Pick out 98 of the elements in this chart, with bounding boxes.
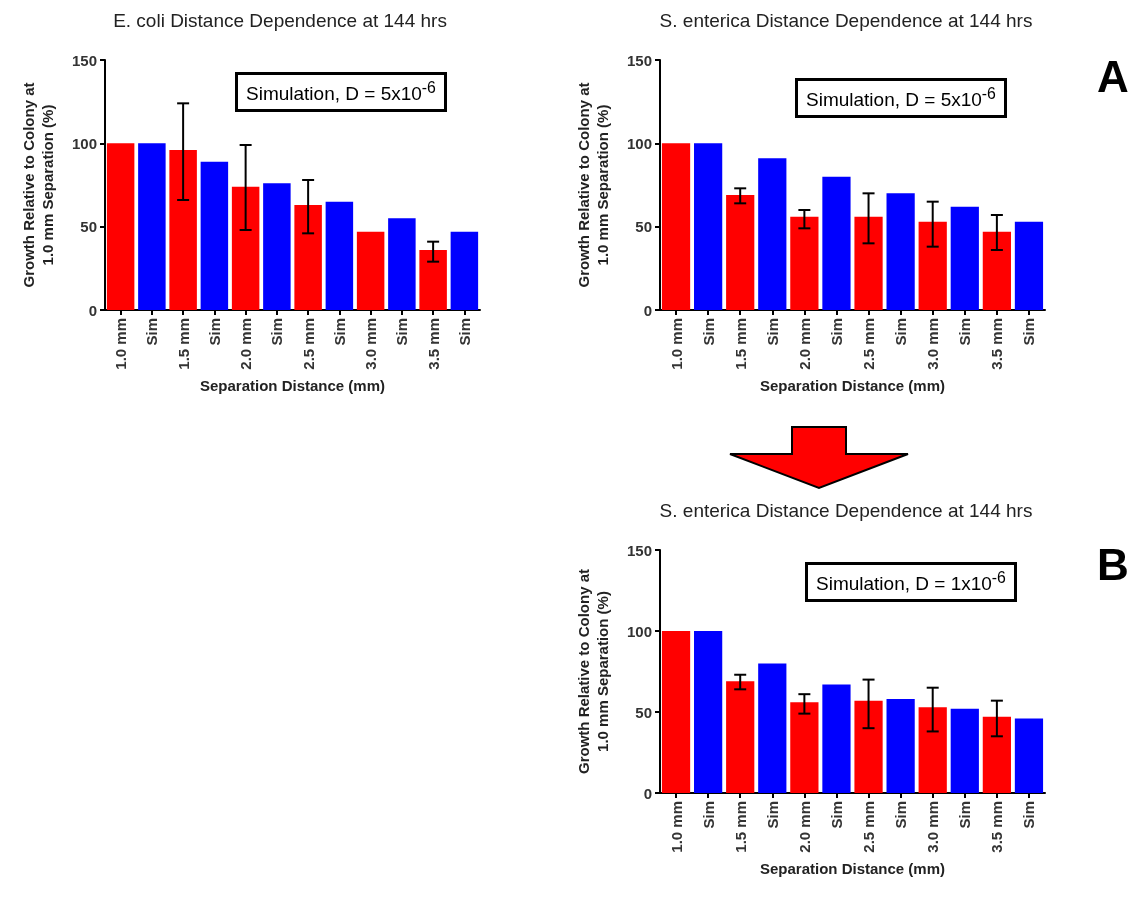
bar [294,205,322,310]
x-tick-label: 3.0 mm [924,801,942,853]
x-tick-label: Sim [1020,801,1038,829]
bar [263,183,291,310]
x-tick-label: 1.0 mm [667,801,685,853]
bar [854,216,883,310]
bar [694,631,723,793]
bar [726,195,755,310]
x-tick-label: 1.0 mm [667,318,685,370]
x-tick-label: 2.0 mm [795,318,813,370]
text: A [1097,52,1129,102]
x-tick-label: 3.5 mm [424,318,442,370]
bar [661,631,691,793]
x-tick-label: Sim [393,318,411,346]
x-tick-label: Sim [763,801,781,829]
x-tick-label: Sim [1020,318,1038,346]
x-tick-label: 3.0 mm [924,318,942,370]
bar [822,684,851,793]
annotation: Simulation, D = 1x10$^{-6}$ [805,562,1017,603]
bar [388,218,416,310]
annotation: Simulation, D = 5x10$^{-6}$ [235,72,447,113]
y-tick-label: 100 [626,622,652,640]
bar [758,158,787,310]
x-axis-title: Separation Distance (mm) [199,376,386,394]
x-tick-label: 1.0 mm [112,318,130,370]
bar [106,143,135,310]
bar [950,206,979,310]
x-tick-label: Sim [699,801,717,829]
x-tick-label: Sim [330,318,348,346]
y-tick-label: 0 [643,784,652,802]
x-tick-label: Sim [956,801,974,829]
x-tick-label: 3.0 mm [362,318,380,370]
y-tick-label: 0 [643,301,652,319]
annotation: Simulation, D = 5x10$^{-6}$ [795,78,1007,119]
bar [450,231,479,310]
bar [1014,221,1044,310]
x-tick-label: Sim [699,318,717,346]
y-tick-label: 150 [626,541,652,559]
bar [918,707,947,793]
x-tick-label: Sim [205,318,223,346]
y-tick-label: 50 [635,703,652,721]
bar [886,193,915,310]
x-tick-label: Sim [892,801,910,829]
y-axis-title: Growth Relative to Colony at 1.0 mm Separation (%) [20,82,56,288]
bar [169,150,197,310]
bar [758,663,787,793]
x-tick-label: 1.5 mm [731,801,749,853]
y-axis-title: Growth Relative to Colony at 1.0 mm Separation (%) [575,82,611,288]
chart-title: S. enterica Distance Dependence at 144 hrs [659,10,1033,31]
chart-title: S. enterica Distance Dependence at 144 hrs [659,500,1033,521]
x-axis-title: Separation Distance (mm) [759,859,946,877]
bar [694,143,723,310]
x-tick-label: 2.5 mm [860,318,878,370]
bar [854,700,883,793]
x-tick-label: 2.5 mm [860,801,878,853]
y-tick-label: 100 [71,134,97,152]
bar [200,161,229,310]
y-tick-label: 50 [80,218,97,236]
x-tick-label: Sim [827,318,845,346]
text: B [1097,540,1129,590]
x-tick-label: Sim [827,801,845,829]
x-tick-label: 2.0 mm [237,318,255,370]
bar [982,716,1011,793]
bar [356,231,385,310]
x-tick-label: 2.0 mm [795,801,813,853]
x-tick-label: 1.5 mm [174,318,192,370]
bar [790,216,819,310]
x-tick-label: Sim [268,318,286,346]
bar [325,201,354,310]
chart-title: E. coli Distance Dependence at 144 hrs [113,10,447,31]
x-tick-label: Sim [956,318,974,346]
bar [790,702,819,793]
x-tick-label: 2.5 mm [299,318,317,370]
bar [1014,718,1044,793]
bar [419,250,447,310]
bar [822,176,851,310]
y-tick-label: 150 [626,51,652,69]
x-axis-title: Separation Distance (mm) [759,376,946,394]
x-tick-label: Sim [892,318,910,346]
bar [661,143,691,310]
x-tick-label: Sim [455,318,473,346]
x-tick-label: 1.5 mm [731,318,749,370]
bar [886,699,915,793]
y-tick-label: 100 [626,134,652,152]
bar [138,143,166,310]
bar [950,708,979,793]
y-axis-title: Growth Relative to Colony at 1.0 mm Separation (%) [575,568,611,775]
bar [231,186,260,310]
x-tick-label: 3.5 mm [988,801,1006,853]
y-tick-label: 150 [71,51,97,69]
y-tick-label: 50 [635,218,652,236]
bar [918,221,947,310]
x-tick-label: Sim [763,318,781,346]
x-tick-label: Sim [143,318,161,346]
y-tick-label: 0 [88,301,97,319]
bar [982,231,1011,310]
x-tick-label: 3.5 mm [988,318,1006,370]
bar [726,681,755,793]
